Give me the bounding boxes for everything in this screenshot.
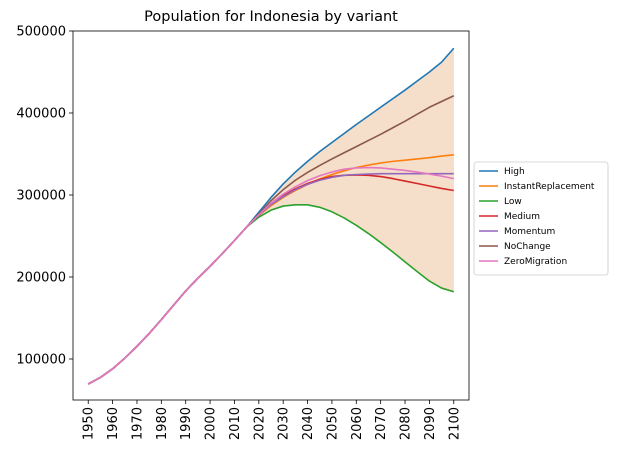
series-layer — [87, 47, 455, 385]
legend-label-medium: Medium — [504, 212, 540, 222]
x-tick-label-1980: 1980 — [155, 407, 170, 440]
x-tick-label-2060: 2060 — [350, 407, 365, 440]
chart-title: Population for Indonesia by variant — [144, 9, 398, 25]
x-tick-label-1970: 1970 — [130, 407, 145, 440]
x-tick-label-1960: 1960 — [106, 407, 121, 440]
y-tick-label-300000: 300000 — [16, 189, 66, 204]
x-tick-label-2080: 2080 — [399, 407, 414, 440]
x-tick-label-2030: 2030 — [277, 407, 292, 440]
x-tick-label-2050: 2050 — [325, 407, 340, 440]
x-tick-label-2100: 2100 — [447, 407, 462, 440]
legend-box — [473, 161, 609, 276]
x-tick-label-2090: 2090 — [423, 407, 438, 440]
x-tick-label-2010: 2010 — [228, 407, 243, 440]
legend-label-nochange: NoChange — [504, 242, 551, 252]
x-tick-label-2020: 2020 — [252, 407, 267, 440]
x-tick-label-1990: 1990 — [179, 407, 194, 440]
x-tick-label-1950: 1950 — [82, 407, 97, 440]
legend-label-high: High — [504, 167, 525, 177]
y-tick-label-500000: 500000 — [16, 25, 66, 40]
y-axis: 100000 200000 300000 400000 500000 — [16, 25, 73, 368]
y-tick-label-200000: 200000 — [16, 271, 66, 286]
legend-label-instantreplacement: InstantReplacement — [504, 182, 595, 192]
legend-label-zeromigration: ZeroMigration — [504, 257, 567, 267]
y-tick-label-400000: 400000 — [16, 107, 66, 122]
x-axis: 1950 1960 1970 1980 1990 2000 2010 2020 2030 2040… — [82, 400, 462, 440]
x-tick-label-2040: 2040 — [301, 407, 316, 440]
plot-frame — [72, 30, 470, 401]
legend: High InstantReplacement Low Medium Momentum N… — [473, 161, 609, 276]
legend-label-momentum: Momentum — [504, 227, 555, 237]
x-tick-label-2000: 2000 — [204, 407, 219, 440]
y-tick-label-100000: 100000 — [16, 353, 66, 368]
x-tick-label-2070: 2070 — [374, 407, 389, 440]
legend-label-low: Low — [504, 197, 522, 207]
series-line-zeromigration — [87, 166, 454, 385]
